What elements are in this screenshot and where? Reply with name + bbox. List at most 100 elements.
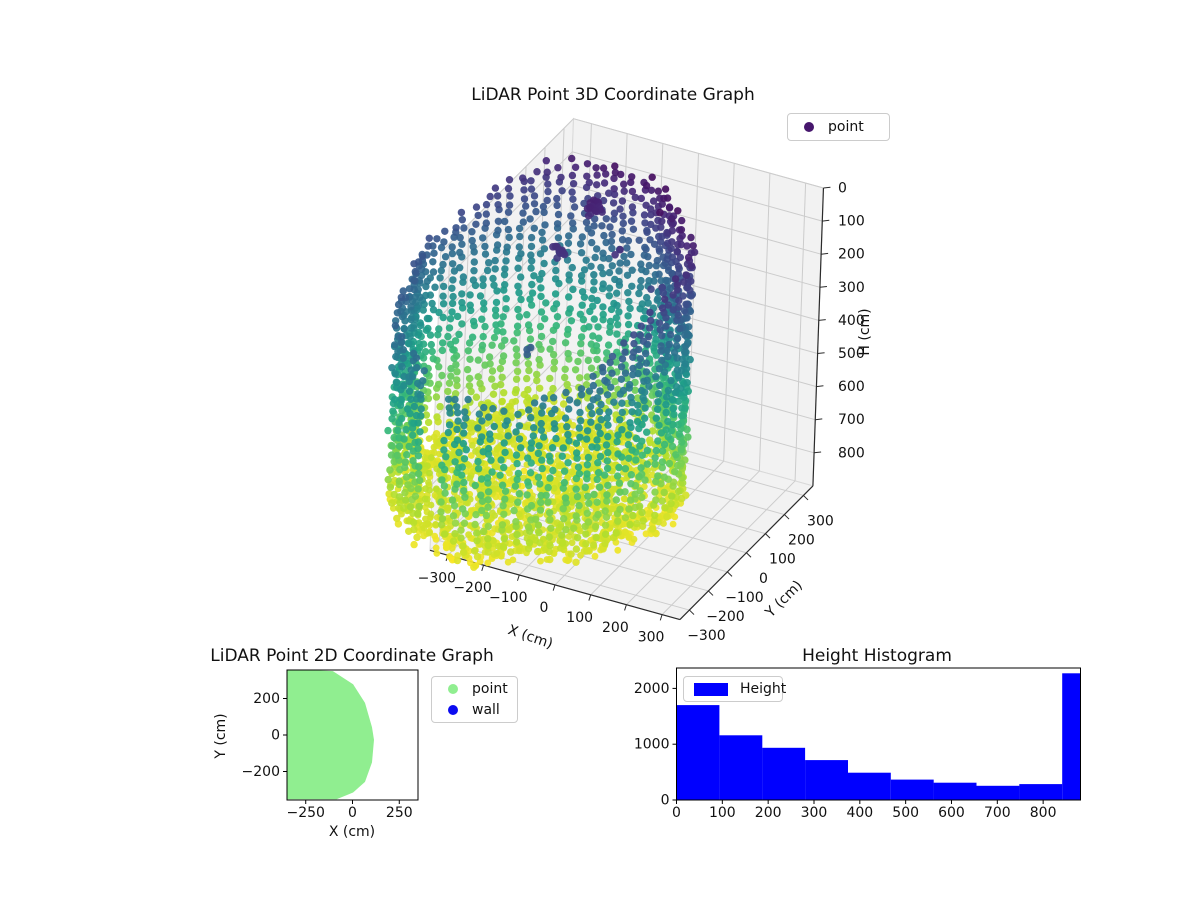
scatter-point xyxy=(583,470,591,478)
scatter-point xyxy=(432,544,440,552)
scatter-point xyxy=(416,428,424,436)
scatter-point xyxy=(491,512,498,519)
scatter-point xyxy=(627,393,635,402)
scatter-point xyxy=(671,513,679,521)
scatter-point xyxy=(407,366,415,374)
x-tick xyxy=(481,564,485,572)
scatter-point xyxy=(605,292,613,300)
scatter-point xyxy=(504,184,513,193)
scatter-point xyxy=(653,256,661,265)
scatter-point xyxy=(646,308,654,317)
scatter-point xyxy=(673,286,681,294)
scatter-point xyxy=(401,458,409,466)
scatter-point xyxy=(570,203,579,211)
scatter-point xyxy=(472,203,481,211)
scatter-point xyxy=(612,496,620,504)
scatter-point xyxy=(673,248,681,256)
tick-marks xyxy=(445,186,831,621)
scatter-point xyxy=(437,498,445,506)
scatter-point xyxy=(536,250,545,258)
scatter-point xyxy=(538,228,546,237)
scatter-point xyxy=(629,209,637,217)
scatter-point xyxy=(565,355,573,363)
scatter-point xyxy=(668,238,676,246)
scatter-point xyxy=(578,301,586,309)
scatter-point xyxy=(573,399,581,407)
scatter-point xyxy=(656,381,664,390)
scatter-point xyxy=(391,395,399,404)
scatter-point xyxy=(582,256,590,264)
scatter-point xyxy=(422,411,431,419)
scatter-point xyxy=(530,399,539,407)
scatter-point xyxy=(619,219,627,228)
scatter-point xyxy=(633,519,641,528)
scatter-point xyxy=(397,395,405,404)
scatter-point xyxy=(526,343,535,352)
scatter-point xyxy=(544,180,552,188)
y-tick-label: 100 xyxy=(769,552,796,568)
scatter-point xyxy=(527,501,536,510)
scatter-point xyxy=(676,253,684,262)
scatter-point xyxy=(480,299,488,307)
scatter-point xyxy=(409,431,417,439)
scatter-point xyxy=(388,499,396,507)
scatter-point xyxy=(607,305,616,314)
scatter-point xyxy=(605,254,613,263)
scatter-point xyxy=(589,332,597,340)
scatter-point xyxy=(408,471,416,479)
scatter-point xyxy=(667,499,675,508)
scatter-point xyxy=(623,244,631,252)
scatter-point xyxy=(585,178,593,187)
scatter-point xyxy=(680,278,688,286)
scatter-point xyxy=(397,414,406,423)
scatter-point xyxy=(478,497,487,505)
scatter-point xyxy=(514,264,522,272)
scatter-point xyxy=(609,199,618,207)
scatter-point xyxy=(458,298,466,307)
scatter-point xyxy=(602,170,610,178)
scatter-point xyxy=(680,348,689,356)
scatter-point xyxy=(524,545,533,553)
scatter-point xyxy=(515,547,523,555)
scatter-point xyxy=(523,491,531,499)
scatter-point xyxy=(517,273,525,281)
scatter-point xyxy=(585,323,593,331)
scatter-point xyxy=(524,454,532,462)
scatter-point xyxy=(484,503,492,511)
scatter-point xyxy=(645,261,653,270)
scatter-point xyxy=(503,417,511,425)
scatter-point xyxy=(569,219,577,227)
scatter-point xyxy=(453,403,461,411)
scatter-point xyxy=(485,259,493,267)
plot2d-area: −250 0 250 200 0 −200 xyxy=(242,669,419,821)
scatter-point xyxy=(534,473,543,481)
scatter-point xyxy=(527,177,535,185)
scatter-point xyxy=(650,240,659,248)
scatter-point xyxy=(603,497,611,505)
scatter-point xyxy=(587,418,595,426)
scatter-point xyxy=(593,436,601,444)
scatter-point xyxy=(615,463,623,472)
scatter-point xyxy=(539,402,547,410)
scatter-point xyxy=(564,349,572,358)
scatter-point xyxy=(450,502,459,510)
scatter-point xyxy=(583,461,592,469)
scatter-point xyxy=(629,348,638,356)
scatter-point xyxy=(596,387,604,395)
scatter-point xyxy=(441,227,449,235)
scatter-point xyxy=(639,337,648,345)
scatter-point xyxy=(565,405,573,413)
scatter-point xyxy=(438,461,446,469)
scatter-point xyxy=(565,293,573,301)
scatter-point xyxy=(608,369,616,377)
scatter-point xyxy=(663,277,672,285)
scatter-point xyxy=(583,547,591,555)
scatter-point xyxy=(561,339,570,347)
scatter-point xyxy=(504,558,512,566)
scatter-point xyxy=(639,394,647,402)
y-tick xyxy=(708,590,714,596)
scatter-point xyxy=(645,332,653,341)
scatter-point xyxy=(469,276,478,284)
scatter-point xyxy=(629,371,637,379)
